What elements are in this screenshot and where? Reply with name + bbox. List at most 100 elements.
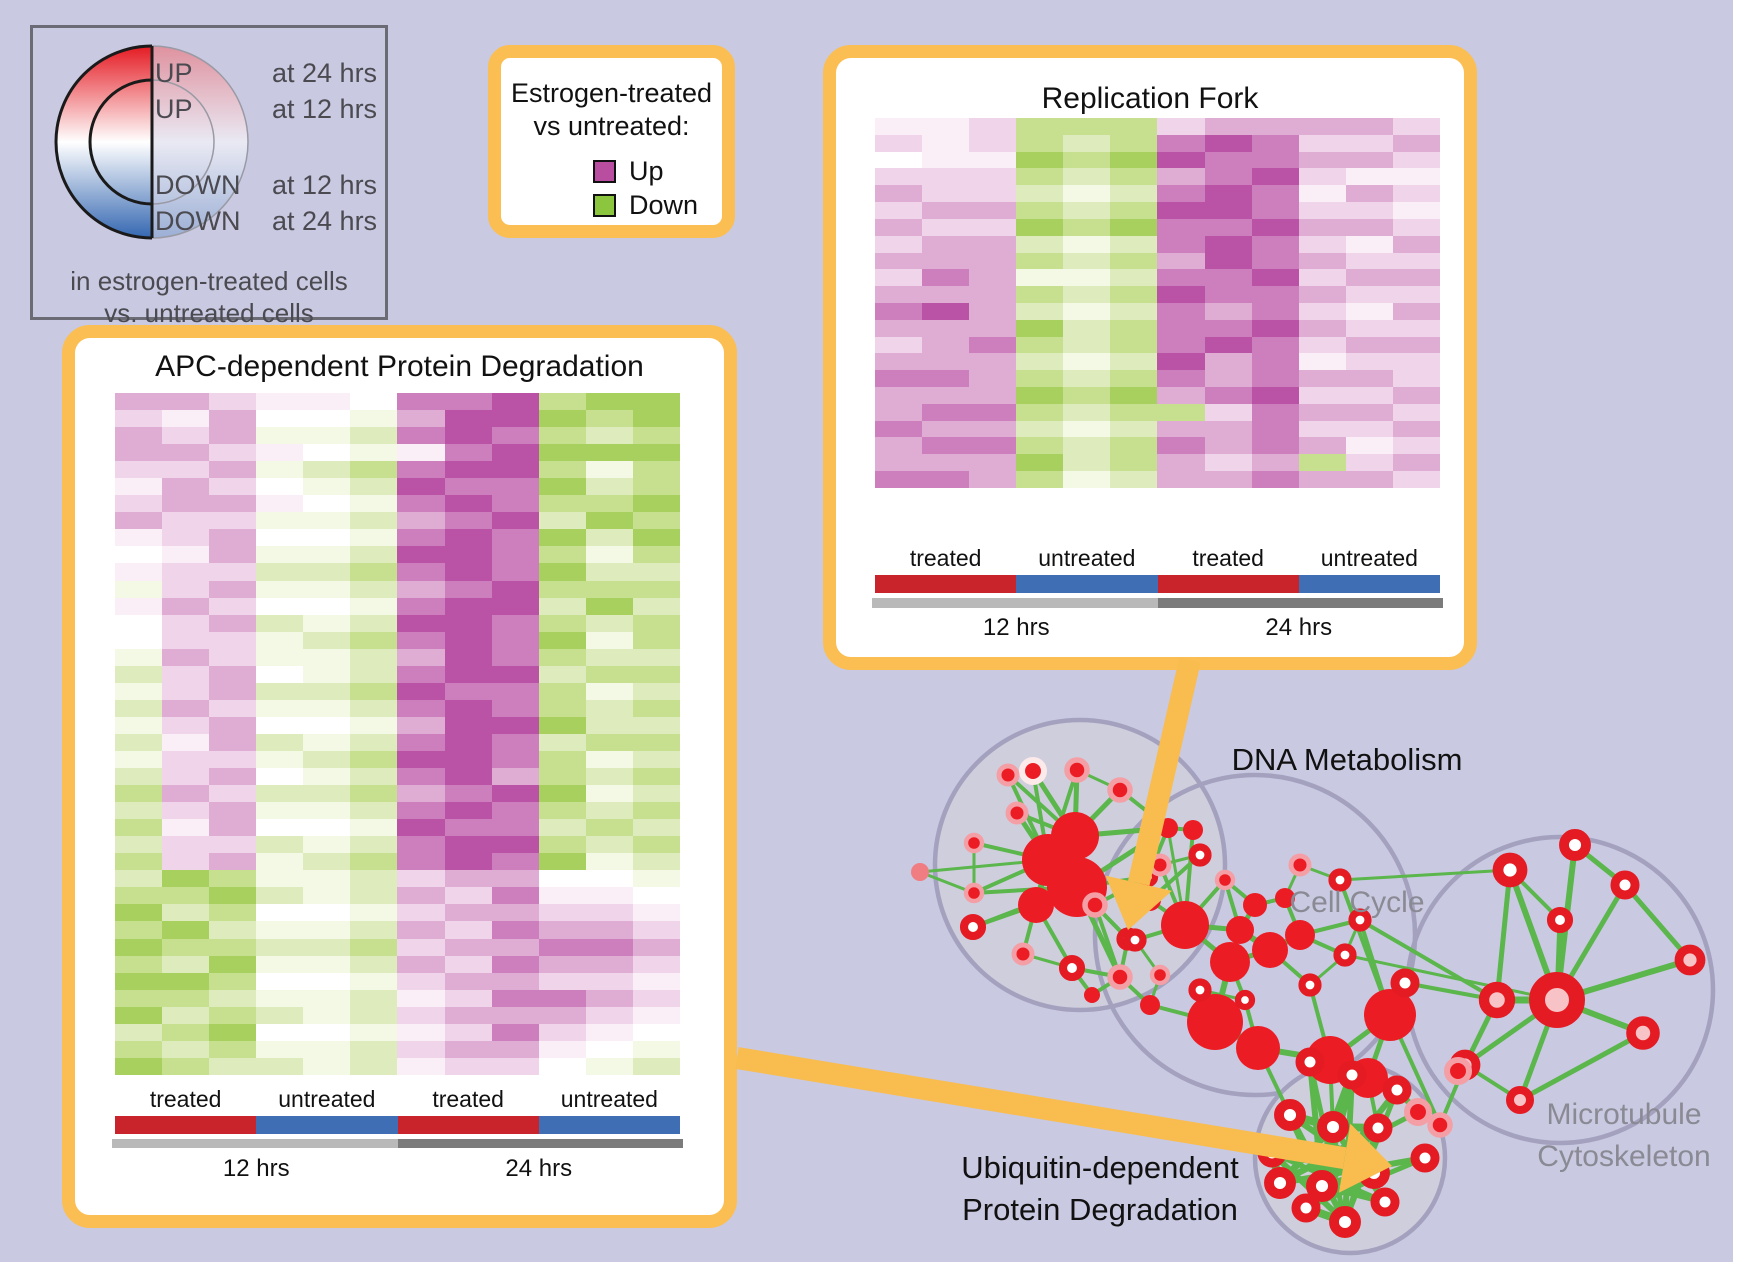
- annotation-arrow-stem: [735, 1047, 1347, 1170]
- heatmap-cell: [303, 512, 351, 530]
- heatmap-cell: [875, 403, 923, 421]
- heatmap-cell: [1251, 134, 1299, 152]
- heatmap-cell: [256, 478, 304, 496]
- heatmap-cell: [632, 512, 680, 530]
- heatmap-cell: [491, 972, 539, 990]
- updown-legend-title-2: vs untreated:: [533, 111, 690, 141]
- heatmap-row: [875, 370, 1440, 387]
- heatmap-cell: [1298, 118, 1346, 135]
- heatmap-cell: [922, 353, 970, 371]
- heatmap-cell: [303, 597, 351, 615]
- heatmap-cell: [969, 420, 1017, 438]
- heatmap-cell: [1063, 252, 1111, 270]
- heatmap-cell: [632, 938, 680, 956]
- heatmap-cell: [444, 733, 492, 751]
- heatmap-cell: [350, 904, 398, 922]
- heatmap-cell: [632, 972, 680, 990]
- heatmap-cell: [256, 393, 304, 411]
- heatmap-cell: [1251, 151, 1299, 169]
- gene-node-haloP: [1427, 1112, 1453, 1138]
- heatmap-row: [115, 819, 680, 837]
- heatmap-cell: [585, 699, 633, 717]
- rf-24hrs-label: 24 hrs: [1265, 614, 1333, 641]
- heatmap-cell: [491, 461, 539, 479]
- heatmap-cell: [303, 1023, 351, 1041]
- heatmap-cell: [444, 887, 492, 905]
- heatmap-cell: [1345, 151, 1393, 169]
- heatmap-cell: [875, 437, 923, 455]
- heatmap-cell: [491, 699, 539, 717]
- heatmap-cell: [632, 716, 680, 734]
- apc-24hrs-bar: [397, 1139, 683, 1148]
- gene-node-ringW: [1123, 928, 1147, 952]
- heatmap-cell: [209, 444, 257, 462]
- heatmap-cell: [491, 750, 539, 769]
- heatmap-cell: [1063, 286, 1111, 303]
- heatmap-cell: [1157, 118, 1205, 135]
- heatmap-cell: [1251, 420, 1299, 438]
- heatmap-cell: [632, 1006, 680, 1024]
- heatmap-cell: [875, 202, 923, 219]
- heatmap-cell: [1345, 286, 1393, 303]
- heatmap-cell: [922, 218, 970, 236]
- heatmap-cell: [162, 665, 210, 683]
- heatmap-cell: [538, 1023, 586, 1041]
- heatmap-cell: [632, 785, 680, 803]
- heatmap-cell: [585, 444, 633, 462]
- heatmap-cell: [303, 444, 351, 462]
- heatmap-cell: [256, 921, 304, 939]
- heatmap-cell: [538, 495, 586, 513]
- heatmap-cell: [209, 716, 257, 734]
- heatmap-cell: [350, 478, 398, 496]
- heatmap-row: [115, 529, 680, 547]
- heatmap-cell: [350, 393, 398, 411]
- heatmap-cell: [491, 904, 539, 922]
- heatmap-cell: [585, 393, 633, 411]
- heatmap-cell: [1110, 168, 1158, 186]
- heatmap-cell: [1016, 437, 1064, 455]
- heatmap-cell: [922, 454, 970, 472]
- heatmap-cell: [1063, 185, 1111, 203]
- heatmap-cell: [115, 410, 163, 428]
- heatmap-cell: [209, 648, 257, 666]
- heatmap-cell: [585, 750, 633, 769]
- heatmap-cell: [1251, 252, 1299, 270]
- heatmap-cell: [1251, 118, 1299, 135]
- heatmap-cell: [444, 819, 492, 837]
- heatmap-cell: [1392, 370, 1440, 387]
- heatmap-cell: [397, 1006, 445, 1024]
- heatmap-cell: [444, 989, 492, 1007]
- apc-panel: APC-dependent Protein Degradation treate…: [62, 325, 737, 1228]
- heatmap-cell: [585, 512, 633, 530]
- heatmap-cell: [162, 563, 210, 581]
- annotation-arrow-head: [1338, 1123, 1392, 1193]
- heatmap-cell: [209, 904, 257, 922]
- gene-node-haloP: [1443, 1056, 1473, 1086]
- heatmap-cell: [397, 887, 445, 905]
- heatmap-cell: [397, 1057, 445, 1075]
- heatmap-cell: [1063, 437, 1111, 455]
- heatmap-cell: [1063, 403, 1111, 421]
- heatmap-cell: [303, 733, 351, 751]
- heatmap-cell: [632, 410, 680, 428]
- gene-node-ringW: [1328, 868, 1352, 892]
- heatmap-cell: [303, 768, 351, 786]
- heatmap-cell: [1110, 185, 1158, 203]
- heatmap-cell: [444, 785, 492, 803]
- heatmap-cell: [632, 529, 680, 547]
- heatmap-cell: [209, 631, 257, 649]
- heatmap-cell: [303, 648, 351, 666]
- heatmap-cell: [256, 546, 304, 564]
- heatmap-cell: [397, 682, 445, 700]
- heatmap-cell: [397, 461, 445, 479]
- ring-legend-time-3: at 12 hrs: [272, 170, 378, 200]
- gene-node-haloP: [1005, 801, 1029, 825]
- heatmap-cell: [1251, 471, 1299, 488]
- gene-node-solid: [1084, 987, 1100, 1003]
- heatmap-cell: [585, 955, 633, 973]
- rf-group-label-2: untreated: [1038, 545, 1136, 571]
- gene-node-ringW: [1274, 1099, 1306, 1131]
- heatmap-cell: [491, 393, 539, 411]
- heatmap-cell: [1110, 471, 1158, 488]
- heatmap-cell: [922, 336, 970, 354]
